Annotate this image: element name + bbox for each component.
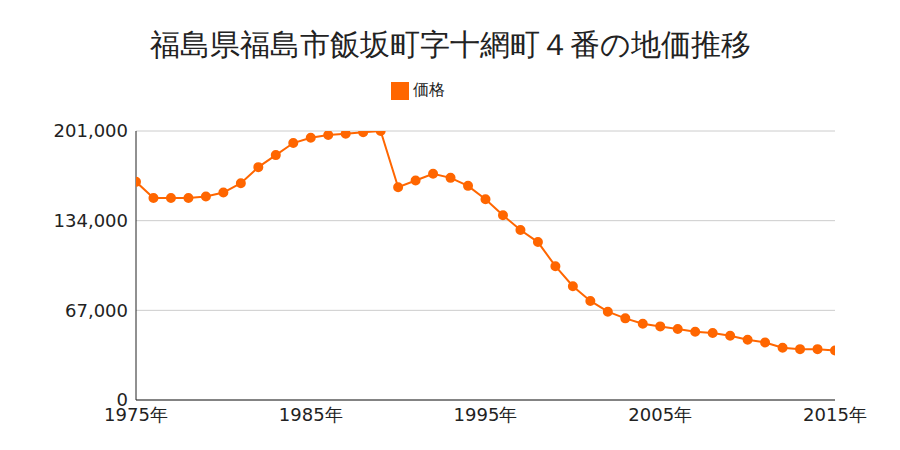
html-text:福島県福島市飯坂町字十網町４番の地価推移: 福島県福島市飯坂町字十網町４番の地価推移	[149, 27, 751, 62]
svg-text:2015年: 2015年	[803, 404, 867, 425]
svg-text:67,000: 67,000	[65, 300, 128, 321]
svg-text:201,000: 201,000	[54, 120, 128, 141]
svg-text:1985年: 1985年	[279, 404, 343, 425]
svg-text:134,000: 134,000	[54, 210, 128, 231]
svg-text:0: 0	[117, 389, 128, 410]
svg-text:2005年: 2005年	[628, 404, 692, 425]
html-text:価格: 価格	[412, 80, 445, 99]
svg-text:1995年: 1995年	[454, 404, 518, 425]
svg-text:1975年: 1975年	[104, 404, 168, 425]
